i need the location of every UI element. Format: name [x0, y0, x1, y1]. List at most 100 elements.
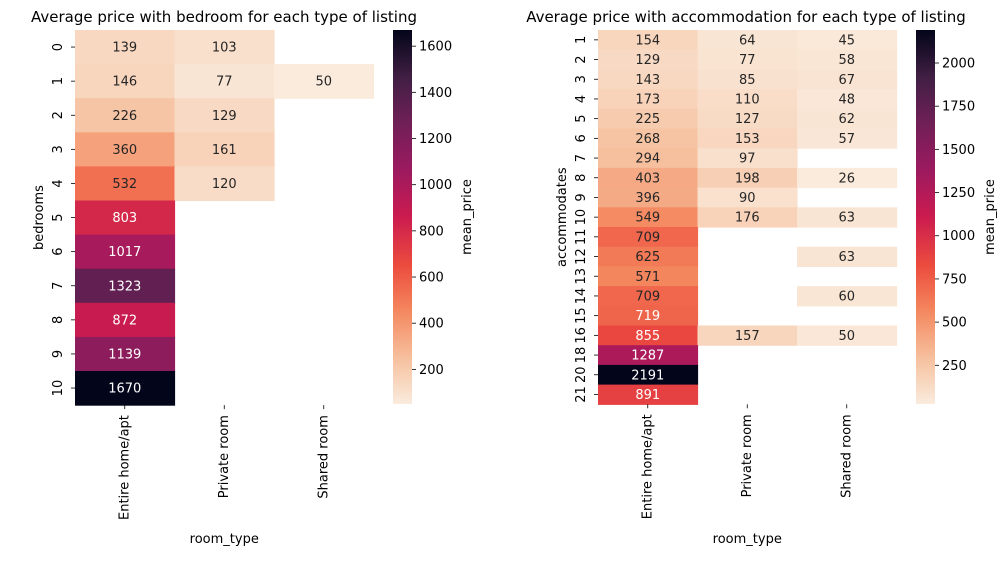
- heatmap-2-cell-label: 58: [838, 53, 855, 68]
- heatmap-2-cell-label: 85: [739, 73, 756, 88]
- heatmap-2-cell-1-shared-room: [797, 30, 898, 51]
- heatmap-1-ytick-label: 7: [51, 282, 66, 290]
- heatmap-1-ytick-label: 6: [51, 248, 66, 256]
- heatmap-1-cell-8-entire-home-apt: [75, 302, 176, 338]
- heatmap-2-cell-label: 719: [635, 309, 660, 324]
- heatmap-2-cell-4-entire-home-apt: [598, 89, 699, 110]
- heatmap-2-cell-label: 225: [635, 112, 660, 127]
- heatmap-2-cell-1-private-room: [697, 30, 798, 51]
- heatmap-2-ylabel: accommodates: [555, 167, 570, 267]
- heatmap-1-cell-label: 129: [212, 109, 237, 124]
- heatmap-2-cell-label: 60: [838, 289, 855, 304]
- heatmap-2-cell-16-private-room: [697, 325, 798, 346]
- heatmap-2-ytick-label: 8: [574, 174, 589, 182]
- heatmap-2-colorbar-label: mean_price: [983, 179, 998, 255]
- heatmap-1-xlabel: room_type: [190, 532, 259, 547]
- heatmap-2-cell-label: 855: [635, 329, 660, 344]
- heatmap-2-cell-label: 127: [735, 112, 760, 127]
- heatmap-2-cell-20-entire-home-apt: [598, 364, 699, 386]
- heatmap-1-cell-2-entire-home-apt: [75, 98, 176, 133]
- heatmap-2-cell-12-shared-room: [797, 246, 898, 267]
- heatmap-1-colorbar-tick-label: 1000: [419, 178, 452, 193]
- heatmap-2-cell-14-entire-home-apt: [598, 286, 699, 307]
- heatmap-2-xtick-label: Private room: [740, 414, 755, 497]
- heatmap-1-cell-label: 360: [112, 143, 137, 158]
- heatmap-2-ytick-label: 1: [574, 36, 589, 44]
- heatmap-2-cell-9-private-room: [697, 187, 798, 208]
- heatmap-1-colorbar-tick-label: 600: [419, 271, 444, 286]
- heatmap-1-ytick-label: 2: [51, 111, 66, 119]
- heatmap-2-cell-label: 709: [635, 230, 660, 245]
- heatmap-2-colorbar: [916, 30, 935, 404]
- heatmap-2-cell-label: 63: [838, 250, 855, 265]
- heatmap-1-cell-3-entire-home-apt: [75, 132, 176, 167]
- heatmap-1-cell-label: 50: [315, 75, 332, 90]
- heatmap-2-ytick-label: 14: [574, 288, 589, 305]
- heatmap-2-cell-5-shared-room: [797, 108, 898, 130]
- heatmap-2-xtick-label: Entire home/apt: [641, 414, 656, 519]
- heatmap-1-ytick-label: 9: [51, 350, 66, 358]
- heatmap-1-ytick-label: 3: [51, 145, 66, 153]
- heatmap-2-cell-label: 62: [838, 112, 855, 127]
- heatmap-1-cell-label: 532: [112, 177, 137, 192]
- heatmap-2-cell-label: 403: [635, 171, 660, 186]
- heatmap-2-xlabel: room_type: [713, 532, 782, 547]
- heatmap-2-cell-13-entire-home-apt: [598, 266, 699, 287]
- heatmap-1-cell-label: 146: [112, 75, 137, 90]
- heatmap-2-cell-8-shared-room: [797, 167, 898, 189]
- heatmap-2-ytick-label: 3: [574, 75, 589, 83]
- heatmap-1-xtick-label: Entire home/apt: [118, 415, 133, 520]
- heatmap-1-cell-label: 1139: [108, 347, 141, 362]
- heatmap-2-cell-label: 77: [739, 53, 756, 68]
- heatmap-2-cell-8-entire-home-apt: [598, 167, 699, 189]
- heatmap-2-cell-21-entire-home-apt: [598, 384, 699, 405]
- heatmap-2-cell-5-private-room: [697, 108, 798, 130]
- heatmap-2-colorbar-tick-label: 750: [942, 272, 967, 287]
- heatmap-2-cell-label: 97: [739, 152, 756, 167]
- heatmap-2-cell-10-private-room: [697, 207, 798, 228]
- heatmap-2-colorbar-tick-label: 500: [942, 316, 967, 331]
- heatmap-1-ylabel: bedrooms: [32, 185, 47, 250]
- heatmap-2-cell-label: 26: [838, 171, 855, 186]
- heatmap-1-cell-label: 872: [112, 313, 137, 328]
- heatmap-1-cell-0-entire-home-apt: [75, 30, 176, 65]
- heatmap-1-cell-10-entire-home-apt: [75, 371, 176, 406]
- heatmap-2-cell-label: 67: [838, 73, 855, 88]
- heatmap-2-cell-8-private-room: [697, 167, 798, 189]
- heatmap-2-cell-11-entire-home-apt: [598, 227, 699, 248]
- heatmap-1-ytick-label: 8: [51, 316, 66, 324]
- heatmap-1-cell-label: 1017: [108, 245, 141, 260]
- heatmap-2-cell-label: 57: [838, 132, 855, 147]
- heatmap-1-cell-3-private-room: [174, 132, 275, 167]
- heatmap-1-cell-label: 103: [212, 41, 237, 56]
- heatmap-1-cell-9-entire-home-apt: [75, 336, 176, 372]
- heatmap-2-ytick-label: 21: [574, 386, 589, 403]
- heatmap-2-cell-label: 1287: [631, 349, 664, 364]
- heatmap-2-colorbar-tick-label: 250: [942, 359, 967, 374]
- heatmap-2-cell-6-private-room: [697, 128, 798, 149]
- heatmap-1-ytick-label: 10: [51, 380, 66, 397]
- heatmap-2-ytick-label: 16: [574, 327, 589, 344]
- heatmap-2-cell-12-entire-home-apt: [598, 246, 699, 267]
- heatmap-1-cell-label: 1323: [108, 279, 141, 294]
- heatmap-2-cell-3-entire-home-apt: [598, 69, 699, 90]
- heatmap-2-cell-7-entire-home-apt: [598, 148, 699, 169]
- heatmap-2-colorbar-tick-label: 1000: [942, 229, 975, 244]
- heatmap-2-cell-label: 176: [735, 211, 760, 226]
- heatmap-2-ytick-label: 5: [574, 115, 589, 123]
- heatmap-2-cell-label: 45: [838, 33, 855, 48]
- heatmap-1-xtick-label: Private room: [217, 415, 232, 498]
- heatmap-1-xtick-label: Shared room: [317, 415, 332, 499]
- heatmap-2-cell-label: 143: [635, 73, 660, 88]
- heatmap-2-cell-label: 396: [635, 191, 660, 206]
- heatmap-1-cell-label: 161: [212, 143, 237, 158]
- heatmap-2-title: Average price with accommodation for eac…: [526, 8, 966, 26]
- heatmap-1-colorbar: [393, 30, 412, 404]
- heatmap-2-cell-2-shared-room: [797, 49, 898, 70]
- heatmap-1-ytick-label: 1: [51, 77, 66, 85]
- heatmap-2-cell-1-entire-home-apt: [598, 30, 699, 51]
- heatmap-1-cell-label: 139: [112, 41, 137, 56]
- heatmap-1-cell-1-shared-room: [274, 64, 375, 99]
- heatmap-2-cell-label: 709: [635, 289, 660, 304]
- heatmap-1-colorbar-tick-label: 400: [419, 317, 444, 332]
